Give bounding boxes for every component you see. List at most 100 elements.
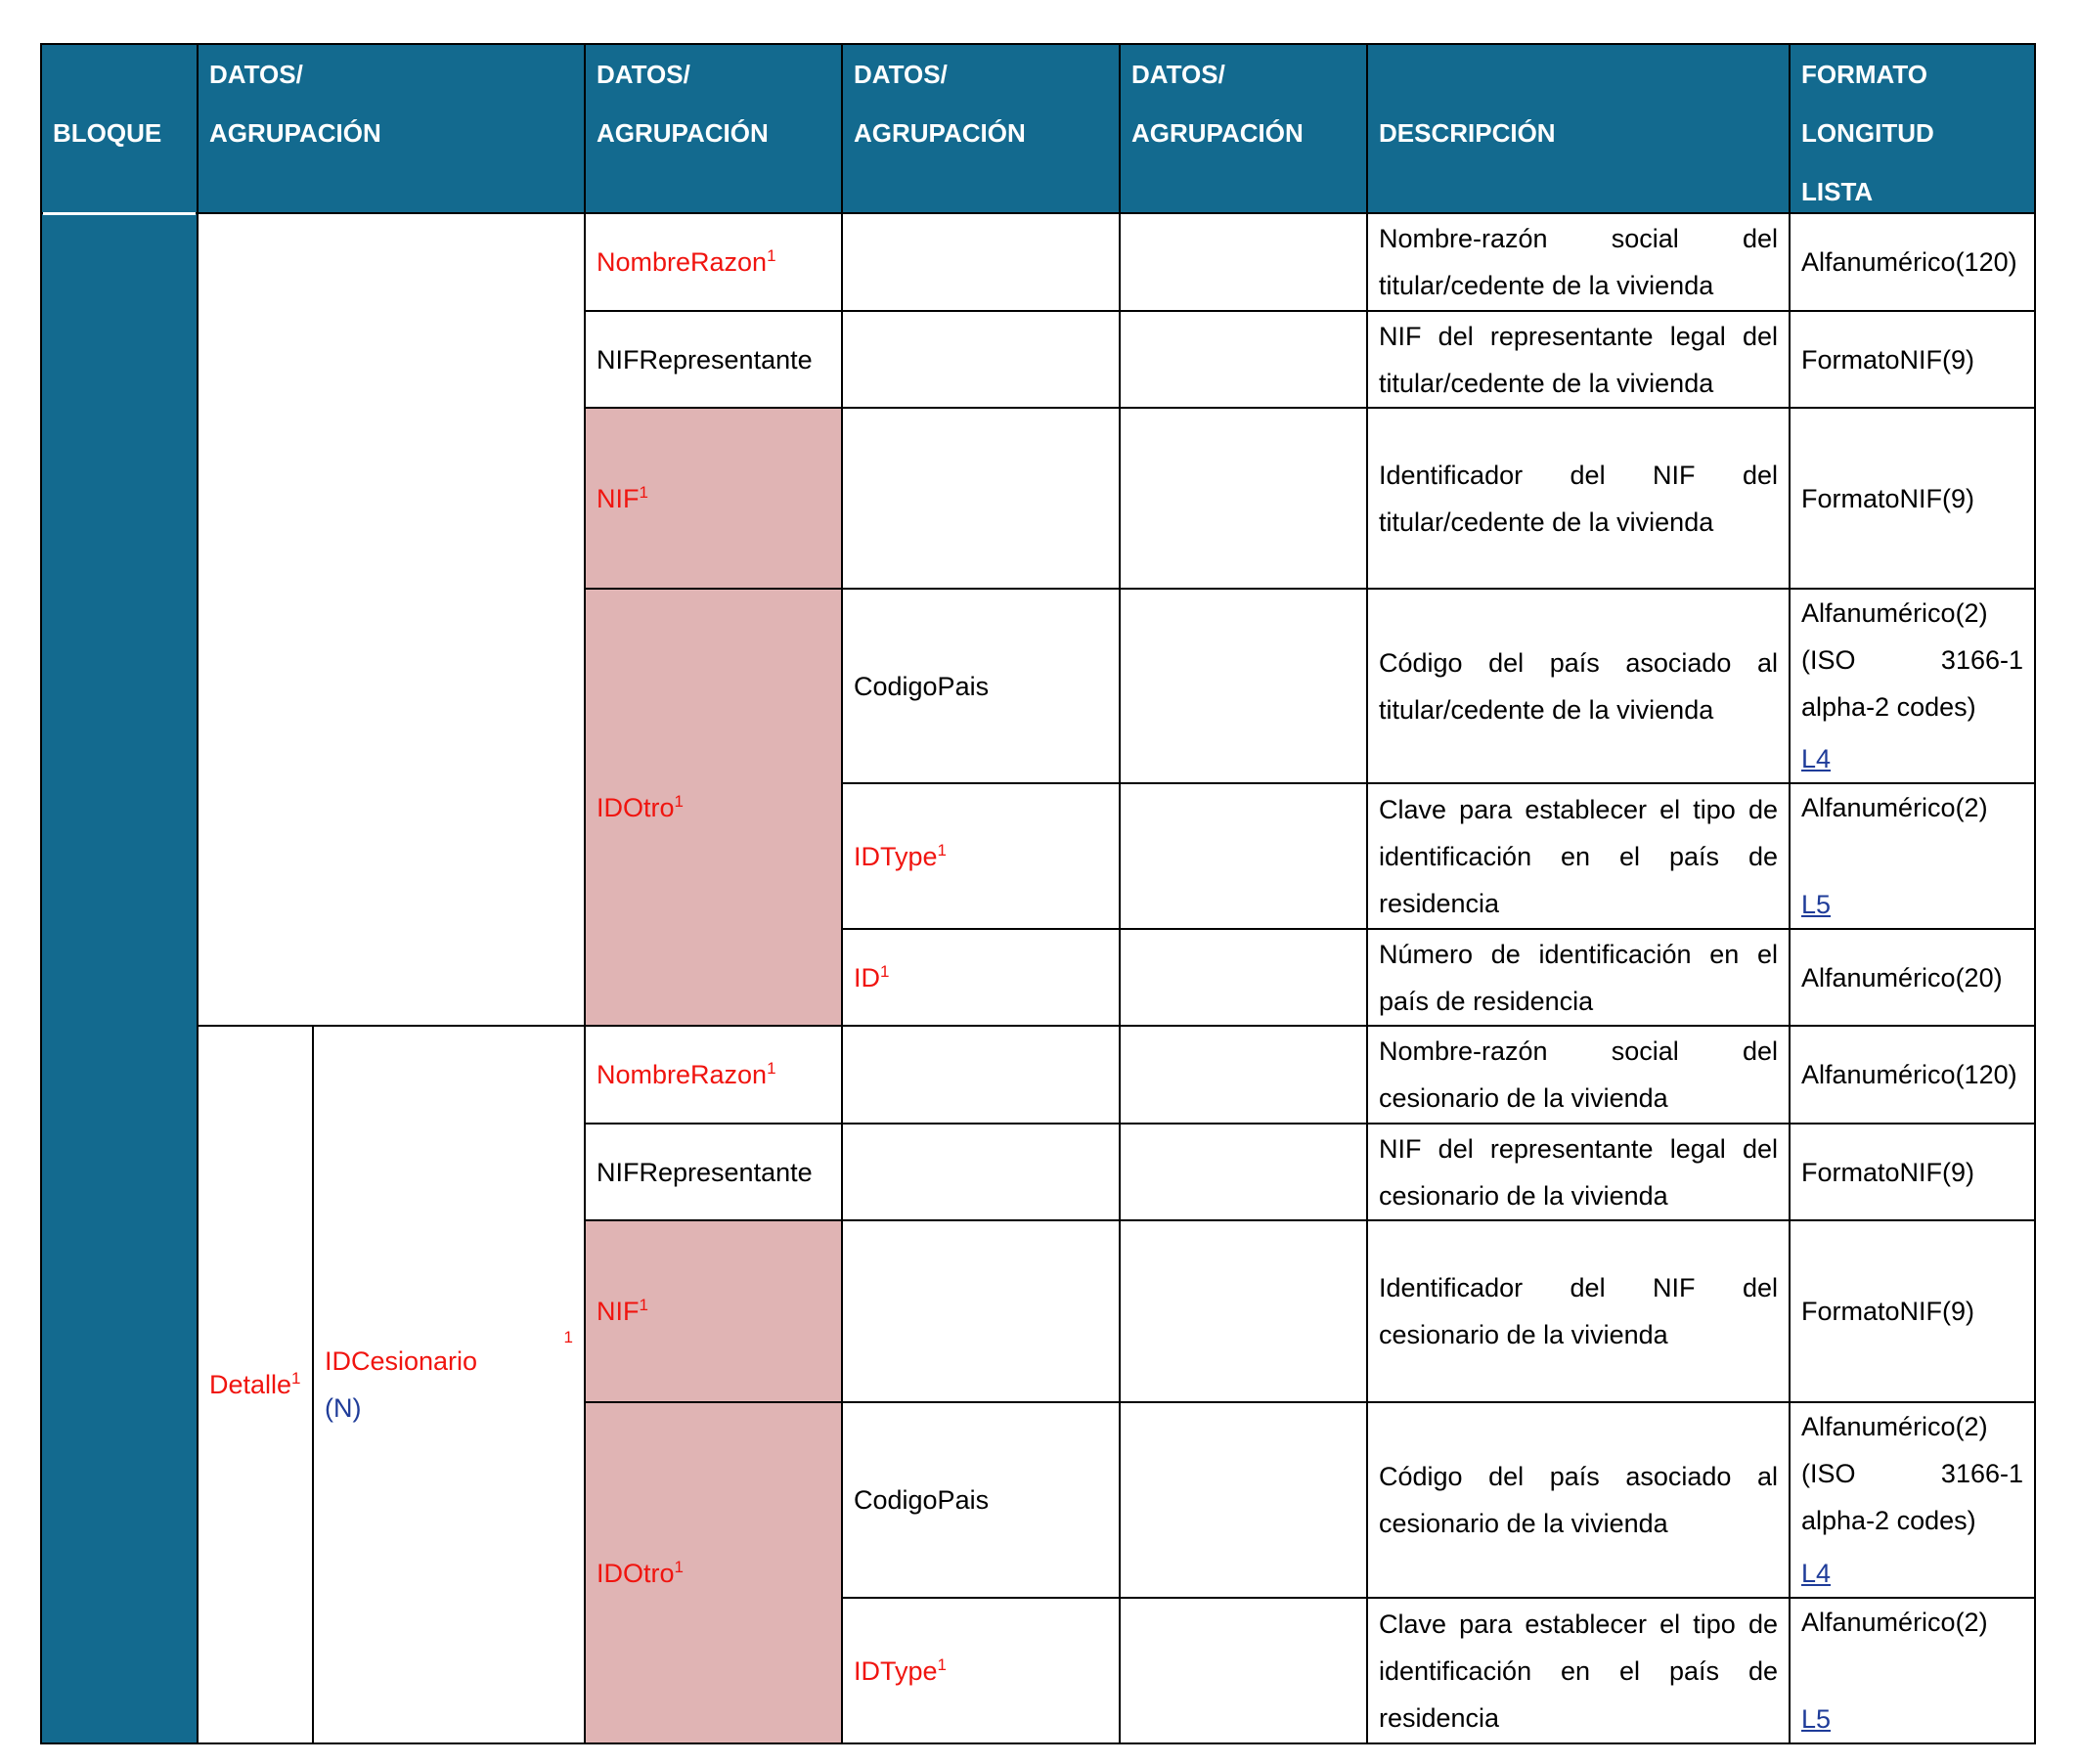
descripcion: Clave para establecer el tipo de identif… [1379, 1609, 1778, 1733]
descripcion-cell: Clave para establecer el tipo de identif… [1366, 782, 1791, 930]
superscript: 1 [563, 1328, 573, 1346]
header-datos: DATOS/AGRUPACIÓN [841, 43, 1121, 214]
lista-link[interactable]: L5 [1801, 1704, 1832, 1734]
detalle-cell: Detalle1 [197, 1025, 314, 1744]
subcampo-cell: IDType1 [841, 782, 1121, 930]
header-text: BLOQUE [53, 118, 162, 148]
header-text: AGRUPACIÓN [597, 118, 769, 148]
empty-cell [1119, 407, 1368, 590]
empty-cell [1119, 782, 1368, 930]
subcampo: CodigoPais [854, 663, 1108, 710]
superscript: 1 [937, 1654, 948, 1674]
subcampo-cell [841, 310, 1121, 409]
header-descripcion: DESCRIPCIÓN [1366, 43, 1791, 214]
descripcion: Identificador del NIF del titular/cedent… [1379, 460, 1778, 537]
subcampo-cell: CodigoPais [841, 588, 1121, 784]
header-text: LISTA [1801, 177, 1874, 206]
empty-cell [1119, 1123, 1368, 1221]
formato-cell: FormatoNIF(9) [1789, 1219, 2036, 1403]
subcampo-text: CodigoPais [854, 1485, 990, 1515]
descripcion-cell: Código del país asociado al titular/cede… [1366, 588, 1791, 784]
formato: FormatoNIF(9) [1801, 1157, 1975, 1187]
grupo-cell: IDCesionario 1 (N) [312, 1025, 586, 1744]
header-datos: DATOS/AGRUPACIÓN [197, 43, 586, 214]
campo-cell: NIFRepresentante [584, 1123, 843, 1221]
descripcion: Número de identificación en el país de r… [1379, 939, 1778, 1016]
superscript: 1 [937, 840, 948, 860]
campo-cell: IDOtro1 [584, 588, 843, 1027]
lista-link[interactable]: L4 [1801, 744, 1832, 773]
detalle: Detalle1 [209, 1361, 301, 1408]
campo-text: NombreRazon [597, 1060, 768, 1089]
descripcion: Código del país asociado al cesionario d… [1379, 1462, 1778, 1538]
grupo: IDCesionario 1 [325, 1328, 573, 1385]
formato-cell: Alfanumérico(2) (ISO 3166-1 alpha-2 code… [1789, 1401, 2036, 1599]
campo-cell: NombreRazon1 [584, 1025, 843, 1125]
superscript: 1 [767, 1059, 776, 1078]
descripcion-cell: NIF del representante legal del cesionar… [1366, 1123, 1791, 1221]
superscript: 1 [639, 1296, 648, 1314]
campo: NIFRepresentante [597, 1149, 830, 1196]
lista-link[interactable]: L5 [1801, 890, 1832, 919]
header-text: LONGITUD [1801, 118, 1934, 148]
subcampo-cell [841, 407, 1121, 590]
divider [43, 212, 196, 215]
grupo-note: (N) [325, 1393, 362, 1423]
header-text: DATOS/ [854, 60, 948, 89]
descripcion-cell: Nombre-razón social del titular/cedente … [1366, 212, 1791, 312]
campo-text: IDOtro [597, 792, 675, 822]
campo-cell: NIF1 [584, 407, 843, 590]
header-text: AGRUPACIÓN [209, 118, 381, 148]
campo: IDOtro1 [597, 784, 830, 831]
campo: NombreRazon1 [597, 239, 830, 286]
formato: FormatoNIF(9) [1801, 483, 1975, 513]
formato: Alfanumérico(120) [1801, 247, 2017, 277]
formato-cell: FormatoNIF(9) [1789, 310, 2036, 409]
formato: Alfanumérico(2) [1801, 793, 1988, 822]
subcampo-text: CodigoPais [854, 671, 990, 701]
header-text: DATOS/ [597, 60, 690, 89]
subcampo-text: ID [854, 962, 880, 992]
subcampo: IDType1 [854, 833, 1108, 880]
descripcion-cell: Código del país asociado al cesionario d… [1366, 1401, 1791, 1599]
formato: Alfanumérico(2) (ISO 3166-1 alpha-2 code… [1801, 1412, 2023, 1535]
campo-text: NIF [597, 1297, 640, 1326]
empty-cell [1119, 1025, 1368, 1125]
header-text: FORMATO [1801, 60, 1928, 89]
campo-text: NIF [597, 483, 640, 513]
formato: Alfanumérico(20) [1801, 962, 2003, 992]
campo-text: NIFRepresentante [597, 1157, 813, 1187]
header-formato: FORMATO LONGITUD LISTA [1789, 43, 2036, 214]
superscript: 1 [639, 482, 648, 502]
subcampo-cell: CodigoPais [841, 1401, 1121, 1599]
header-text: AGRUPACIÓN [1131, 118, 1304, 148]
lista-link[interactable]: L4 [1801, 1559, 1832, 1588]
header-datos: DATOS/AGRUPACIÓN [1119, 43, 1368, 214]
descripcion: Identificador del NIF del cesionario de … [1379, 1273, 1778, 1349]
descripcion-cell: Identificador del NIF del titular/cedent… [1366, 407, 1791, 590]
descripcion: Nombre-razón social del cesionario de la… [1379, 1036, 1778, 1113]
formato-cell: FormatoNIF(9) [1789, 1123, 2036, 1221]
campo-text: NIFRepresentante [597, 344, 813, 375]
empty-cell [1119, 1401, 1368, 1599]
empty-cell [1119, 1597, 1368, 1744]
formato-cell: Alfanumérico(2) L5 [1789, 1597, 2036, 1744]
formato-cell: Alfanumérico(20) [1789, 928, 2036, 1027]
descripcion: NIF del representante legal del cesionar… [1379, 1133, 1778, 1211]
descripcion: Clave para establecer el tipo de identif… [1379, 794, 1778, 918]
formato-cell: Alfanumérico(120) [1789, 212, 2036, 312]
descripcion: Código del país asociado al titular/cede… [1379, 647, 1778, 725]
header-bloque: BLOQUE [40, 43, 199, 214]
campo: NIF1 [597, 475, 830, 522]
formato-cell: Alfanumérico(120) [1789, 1025, 2036, 1125]
subcampo-cell [841, 1123, 1121, 1221]
empty-group [197, 212, 586, 1027]
empty-cell [1119, 1219, 1368, 1403]
descripcion-cell: Nombre-razón social del cesionario de la… [1366, 1025, 1791, 1125]
superscript: 1 [674, 791, 684, 811]
formato: FormatoNIF(9) [1801, 344, 1975, 375]
empty-cell [1119, 212, 1368, 312]
formato: Alfanumérico(120) [1801, 1060, 2017, 1089]
superscript: 1 [674, 1557, 684, 1576]
subcampo-cell: ID1 [841, 928, 1121, 1027]
